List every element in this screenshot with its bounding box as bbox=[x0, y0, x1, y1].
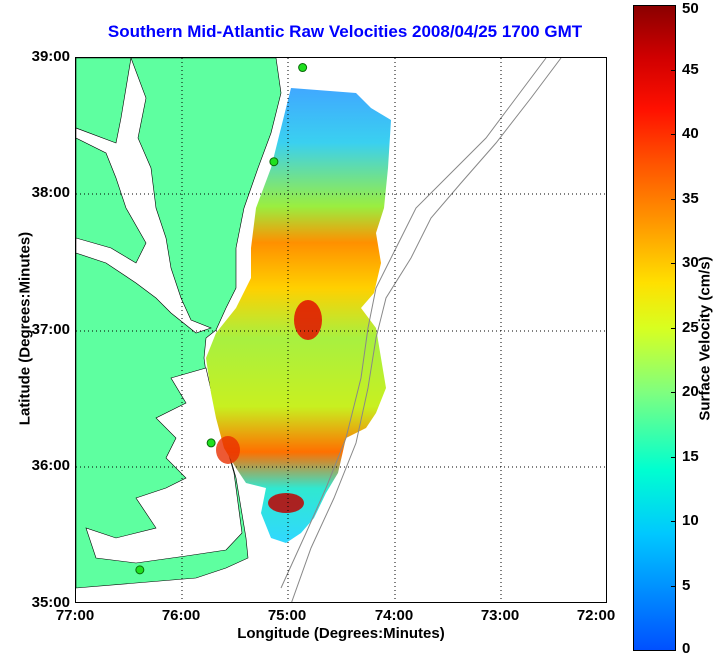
hotspot bbox=[268, 493, 304, 513]
hf-radar-station-marker bbox=[298, 63, 308, 73]
colorbar-tick-label: 35 bbox=[682, 189, 699, 207]
x-tick-label: 74:00 bbox=[374, 607, 414, 624]
colorbar-tick-label: 40 bbox=[682, 125, 699, 142]
colorbar-tick-label: 20 bbox=[682, 383, 699, 400]
map-plot-area bbox=[75, 57, 607, 603]
colorbar-tick-mark bbox=[671, 585, 676, 587]
colorbar-tick-label: 5 bbox=[682, 576, 691, 594]
y-tick-label: 37:00 bbox=[31, 321, 70, 338]
colorbar-tick-mark bbox=[671, 263, 676, 264]
y-tick-label: 39:00 bbox=[31, 48, 70, 65]
colorbar-tick-mark bbox=[671, 5, 676, 6]
hf-radar-station-marker bbox=[269, 157, 279, 167]
x-tick-label: 72:00 bbox=[576, 607, 616, 624]
colorbar-tick-mark bbox=[671, 650, 676, 651]
colorbar-tick-mark bbox=[671, 198, 676, 200]
x-tick-label: 73:00 bbox=[480, 607, 520, 624]
colorbar bbox=[633, 5, 676, 651]
colorbar-tick-label: 0 bbox=[682, 640, 691, 657]
colorbar-tick-label: 15 bbox=[682, 447, 699, 465]
x-tick-label: 76:00 bbox=[161, 607, 201, 624]
colorbar-tick-label: 50 bbox=[682, 0, 699, 17]
colorbar-tick-mark bbox=[671, 327, 676, 329]
y-tick-label: 38:00 bbox=[31, 184, 70, 201]
y-axis-label: Latitude (Degrees:Minutes) bbox=[16, 231, 34, 426]
x-axis-label: Longitude (Degrees:Minutes) bbox=[237, 625, 445, 642]
hf-radar-station-marker bbox=[206, 438, 216, 448]
colorbar-tick-label: 30 bbox=[682, 254, 699, 271]
x-tick-label: 75:00 bbox=[267, 607, 307, 624]
map-svg bbox=[76, 58, 606, 602]
x-tick-label: 77:00 bbox=[55, 607, 95, 624]
hotspot bbox=[294, 300, 322, 340]
pamlico-sound bbox=[85, 367, 243, 564]
colorbar-tick-mark bbox=[671, 456, 676, 458]
y-tick-label: 35:00 bbox=[31, 594, 70, 611]
chart-title: Southern Mid-Atlantic Raw Velocities 200… bbox=[107, 22, 583, 41]
chesapeake-bay bbox=[76, 58, 212, 334]
colorbar-tick-label: 25 bbox=[682, 318, 699, 336]
colorbar-tick-mark bbox=[671, 521, 676, 522]
colorbar-label: Surface Velocity (cm/s) bbox=[696, 256, 714, 421]
y-tick-label: 36:00 bbox=[31, 457, 70, 474]
colorbar-tick-mark bbox=[671, 69, 676, 71]
hotspot bbox=[216, 436, 240, 464]
hf-radar-station-marker bbox=[135, 565, 145, 575]
colorbar-tick-mark bbox=[671, 134, 676, 135]
depth-contour bbox=[291, 58, 562, 602]
colorbar-tick-label: 10 bbox=[682, 512, 699, 529]
colorbar-tick-mark bbox=[671, 392, 676, 393]
colorbar-tick-label: 45 bbox=[682, 60, 699, 78]
depth-contour bbox=[280, 58, 547, 589]
